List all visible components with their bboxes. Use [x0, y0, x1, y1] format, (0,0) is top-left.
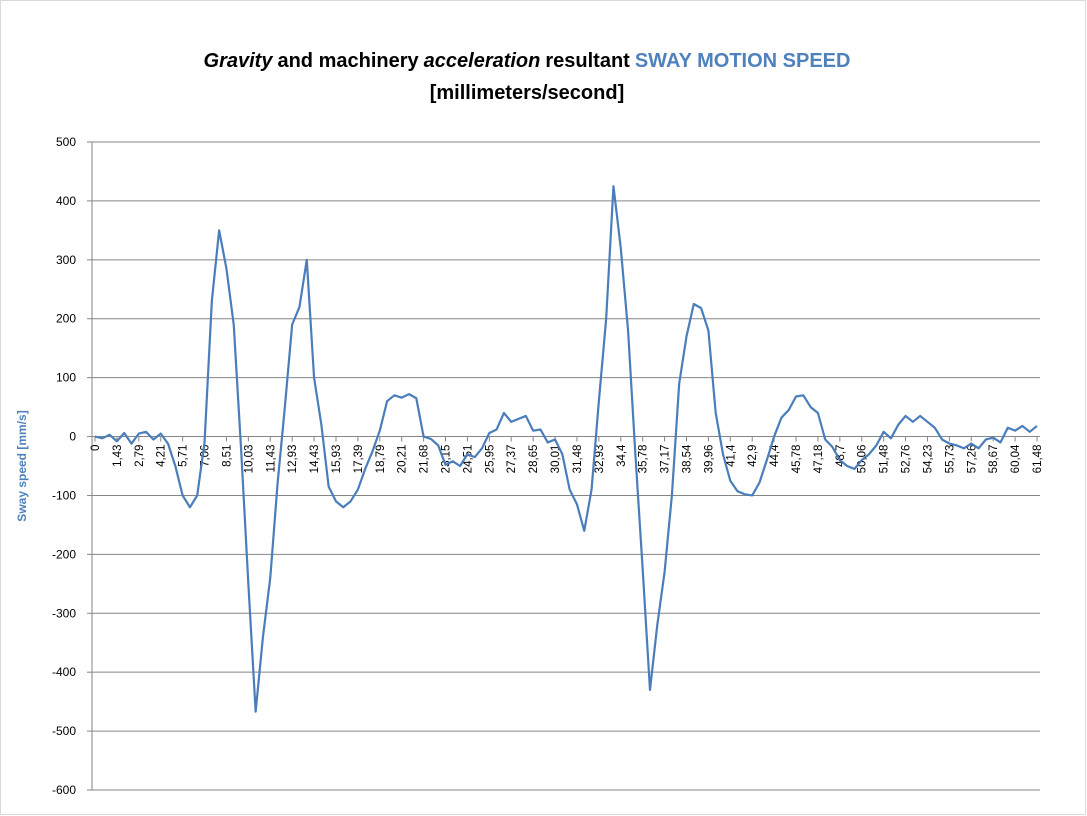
y-tick-label: 200 [56, 312, 76, 326]
x-tick-label: 2,79 [134, 445, 146, 467]
x-tick-label: 4,21 [156, 445, 168, 467]
y-tick-label: 300 [56, 253, 76, 267]
y-tick-label: -500 [52, 724, 76, 738]
x-tick-label: 21,68 [419, 445, 431, 474]
y-tick-label: -400 [52, 665, 76, 679]
x-tick-label: 57,26 [966, 445, 978, 474]
x-tick-label: 42,9 [747, 445, 759, 467]
x-tick-label: 32,93 [594, 445, 606, 474]
title-run: resultant [545, 50, 630, 72]
x-tick-label: 31,48 [572, 445, 584, 474]
y-tick-label: 0 [69, 430, 76, 444]
x-tick-label: 27,37 [506, 445, 518, 474]
x-tick-label: 44,4 [769, 444, 781, 467]
x-tick-label: 52,76 [901, 445, 913, 474]
y-tick-label: 100 [56, 371, 76, 385]
x-tick-label: 39,96 [703, 445, 715, 474]
x-tick-label: 38,54 [681, 444, 693, 473]
x-tick-label: 23,15 [441, 445, 453, 474]
x-tick-label: 28,65 [528, 445, 540, 474]
x-tick-label: 41,4 [725, 444, 737, 467]
x-tick-label: 60,04 [1010, 444, 1022, 473]
x-tick-label: 47,18 [813, 445, 825, 474]
x-tick-label: 14,43 [309, 445, 321, 474]
x-tick-label: 8,51 [221, 445, 233, 467]
data-line [94, 185, 1038, 713]
x-tick-label: 48,7 [835, 445, 847, 467]
x-tick-label: 15,93 [331, 445, 343, 474]
plot-area: -600 -500 -400 -300 -200 -100 0 100 200 300 400 500… [52, 135, 1044, 797]
chart-title: Gravity and machinery acceleration resultan… [204, 50, 851, 72]
y-tick-label: 500 [56, 135, 76, 149]
x-tick-label: 11,43 [265, 445, 277, 473]
chart-subtitle: [millimeters/second] [430, 82, 625, 104]
title-run: SWAY MOTION SPEED [635, 50, 851, 72]
x-tick-label: 10,03 [243, 445, 255, 474]
x-tick-label: 58,67 [988, 445, 1000, 474]
x-tick-label: 12,93 [287, 445, 299, 474]
x-tick-label: 18,79 [375, 445, 387, 474]
x-tick-label: 54,23 [922, 445, 934, 474]
x-tick-label: 20,21 [397, 445, 409, 474]
x-tick-label: 51,48 [879, 445, 891, 474]
x-tick-label: 55,73 [944, 445, 956, 474]
title-run: acceleration [424, 50, 541, 72]
x-tick-label: 34,4 [616, 444, 628, 467]
y-tick-label: -300 [52, 606, 76, 620]
x-tick-label: 61,48 [1032, 445, 1044, 474]
x-tick-label: 24,51 [462, 445, 474, 474]
x-tick-label: 25,95 [484, 445, 496, 474]
y-tick-label: -200 [52, 547, 76, 561]
x-tick-label: 37,17 [660, 445, 672, 474]
x-tick-label: 45,78 [791, 445, 803, 474]
y-axis-label: Sway speed [mm/s] [15, 410, 29, 521]
y-tick-label: -100 [52, 488, 76, 502]
x-tick-label: 35,78 [638, 445, 650, 474]
title-run: and machinery [277, 50, 419, 72]
x-tick-label: 17,39 [353, 445, 365, 474]
x-tick-label: 1,43 [112, 445, 124, 467]
title-run: Gravity [204, 50, 274, 72]
x-tick-label: 30,01 [550, 445, 562, 474]
x-tick-label: 5,71 [178, 445, 190, 467]
y-tick-label: 400 [56, 194, 76, 208]
y-tick-label: -600 [52, 783, 76, 797]
x-tick-label: 0 [90, 445, 102, 451]
